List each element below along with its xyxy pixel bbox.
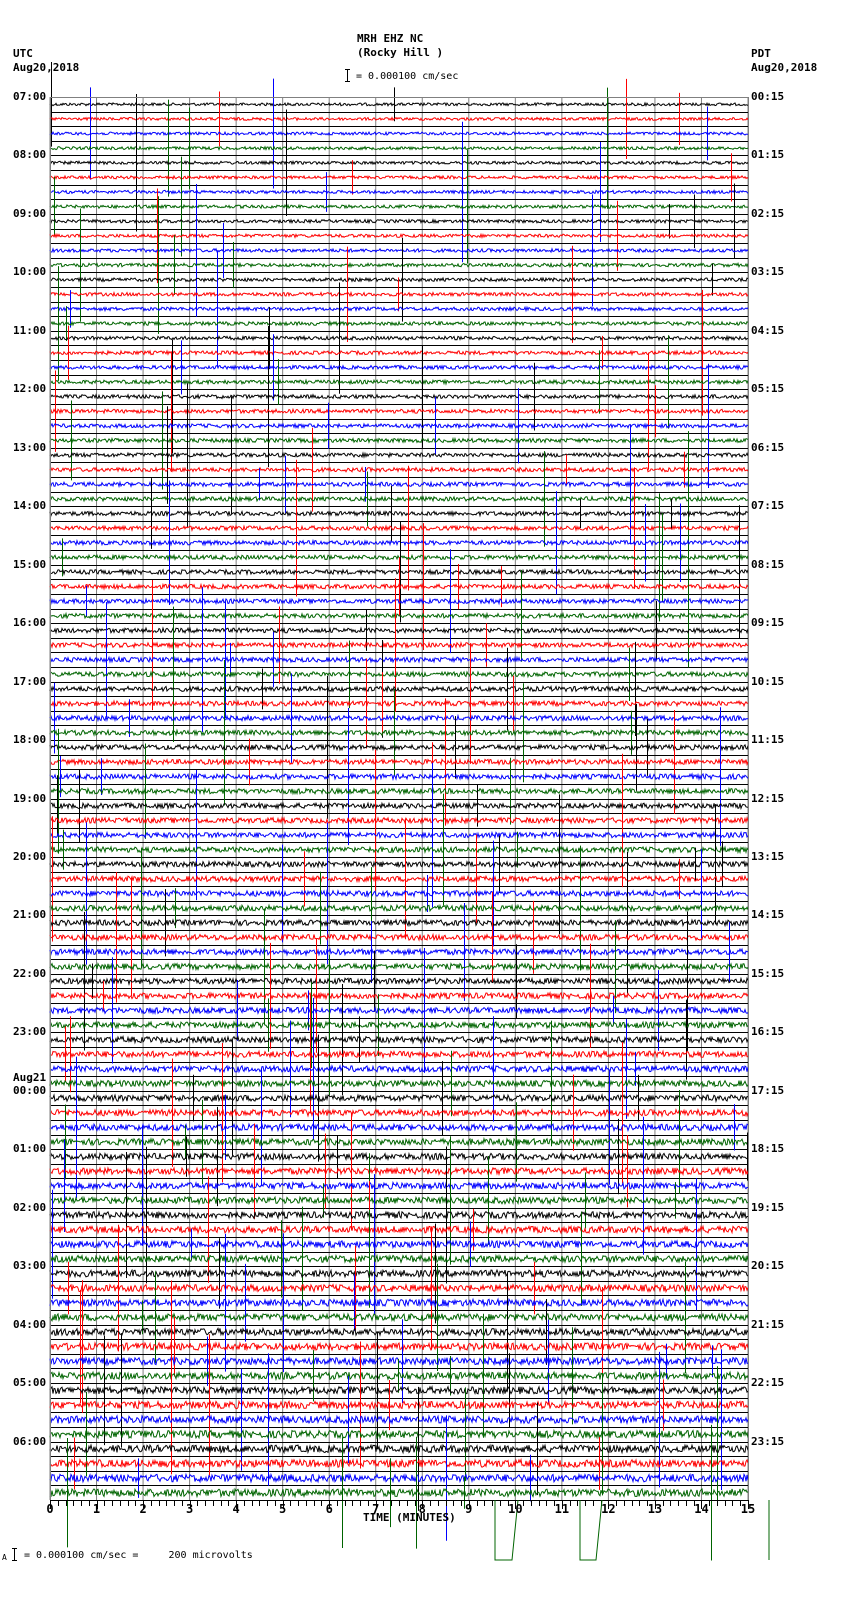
x-tick-label: 1 bbox=[92, 1502, 101, 1516]
x-tick-label: 10 bbox=[508, 1502, 523, 1516]
right-hour-label: 15:15 bbox=[751, 966, 785, 980]
left-hour-label: 09:00 bbox=[13, 206, 47, 220]
station-location: (Rocky Hill ) bbox=[357, 46, 444, 59]
x-tick-label: 13 bbox=[647, 1502, 663, 1516]
station-title: MRH EHZ NC bbox=[357, 32, 424, 45]
left-hour-label: 10:00 bbox=[13, 265, 47, 279]
left-hour-label: 13:00 bbox=[13, 440, 47, 454]
x-tick-label: 4 bbox=[232, 1502, 240, 1516]
right-hour-label: 17:15 bbox=[751, 1083, 785, 1097]
right-hour-label: 05:15 bbox=[751, 382, 785, 396]
x-tick-label: 6 bbox=[325, 1502, 333, 1516]
left-hour-label: 06:00 bbox=[13, 1434, 47, 1448]
left-date: Aug20,2018 bbox=[13, 61, 80, 74]
left-hour-label: 05:00 bbox=[13, 1376, 47, 1390]
right-hour-label: 09:15 bbox=[751, 616, 785, 630]
scale-bar-icon bbox=[345, 67, 350, 82]
right-timezone: PDT bbox=[751, 47, 771, 60]
left-timezone: UTC bbox=[13, 47, 33, 60]
x-tick-label: 5 bbox=[279, 1502, 287, 1516]
x-tick-label: 8 bbox=[418, 1502, 426, 1516]
right-date: Aug20,2018 bbox=[751, 61, 818, 74]
right-hour-label: 23:15 bbox=[751, 1434, 785, 1448]
footer-scale-text: = 0.000100 cm/sec = 200 microvolts bbox=[24, 1550, 253, 1561]
left-hour-label: 03:00 bbox=[13, 1259, 47, 1273]
left-hour-label: 11:00 bbox=[13, 323, 47, 337]
footer-scale-prefix: A bbox=[2, 1553, 7, 1562]
x-tick-label: 9 bbox=[465, 1502, 473, 1516]
right-hour-label: 13:15 bbox=[751, 849, 785, 863]
x-tick-label: 2 bbox=[139, 1502, 147, 1516]
right-hour-label: 20:15 bbox=[751, 1259, 785, 1273]
left-hour-label: 07:00 bbox=[13, 90, 47, 103]
left-hour-label: 01:00 bbox=[13, 1142, 47, 1156]
x-axis-label: TIME (MINUTES) bbox=[363, 1511, 456, 1524]
x-tick-label: 0 bbox=[46, 1502, 54, 1516]
right-hour-label: 18:15 bbox=[751, 1142, 785, 1156]
left-hour-label: 20:00 bbox=[13, 849, 47, 863]
left-hour-label: 22:00 bbox=[13, 966, 47, 980]
scale-text: = 0.000100 cm/sec bbox=[356, 71, 459, 82]
left-hour-label: 04:00 bbox=[13, 1317, 47, 1331]
x-tick-label: 7 bbox=[372, 1502, 380, 1516]
left-hour-label: 12:00 bbox=[13, 382, 47, 396]
right-hour-label: 02:15 bbox=[751, 206, 785, 220]
x-tick-label: 14 bbox=[694, 1502, 709, 1516]
right-hour-label: 08:15 bbox=[751, 557, 785, 571]
x-tick-label: 12 bbox=[601, 1502, 616, 1516]
left-hour-label: 18:00 bbox=[13, 733, 47, 747]
right-hour-label: 10:15 bbox=[751, 674, 785, 688]
left-hour-label: 00:00 bbox=[13, 1083, 47, 1097]
left-hour-label: 16:00 bbox=[13, 616, 47, 630]
left-hour-label: 21:00 bbox=[13, 908, 47, 922]
right-hour-label: 19:15 bbox=[751, 1200, 785, 1214]
right-hour-label: 07:15 bbox=[751, 499, 785, 513]
right-hour-label: 12:15 bbox=[751, 791, 785, 805]
left-hour-label: 19:00 bbox=[13, 791, 47, 805]
right-hour-label: 21:15 bbox=[751, 1317, 785, 1331]
right-hour-label: 22:15 bbox=[751, 1376, 785, 1390]
left-hour-label: 23:00 bbox=[13, 1025, 47, 1039]
right-hour-label: 01:15 bbox=[751, 148, 785, 162]
left-hour-label: 15:00 bbox=[13, 557, 47, 571]
right-hour-label: 16:15 bbox=[751, 1025, 785, 1039]
right-hour-label: 03:15 bbox=[751, 265, 785, 279]
right-hour-label: 04:15 bbox=[751, 323, 785, 337]
x-tick-label: 15 bbox=[740, 1502, 756, 1516]
left-hour-label: 02:00 bbox=[13, 1200, 47, 1214]
x-tick-label: 3 bbox=[185, 1502, 194, 1516]
footer-scale-bar-icon bbox=[12, 1546, 17, 1561]
left-hour-label: 08:00 bbox=[13, 148, 47, 162]
left-hour-label: 14:00 bbox=[13, 499, 47, 513]
left-hour-label: 17:00 bbox=[13, 674, 47, 688]
right-hour-label: 00:15 bbox=[751, 90, 785, 103]
right-hour-label: 11:15 bbox=[751, 733, 785, 747]
x-tick-label: 11 bbox=[554, 1502, 570, 1516]
right-hour-label: 06:15 bbox=[751, 440, 785, 454]
right-hour-label: 14:15 bbox=[751, 908, 785, 922]
left-date-change-label: Aug21 bbox=[13, 1070, 47, 1084]
